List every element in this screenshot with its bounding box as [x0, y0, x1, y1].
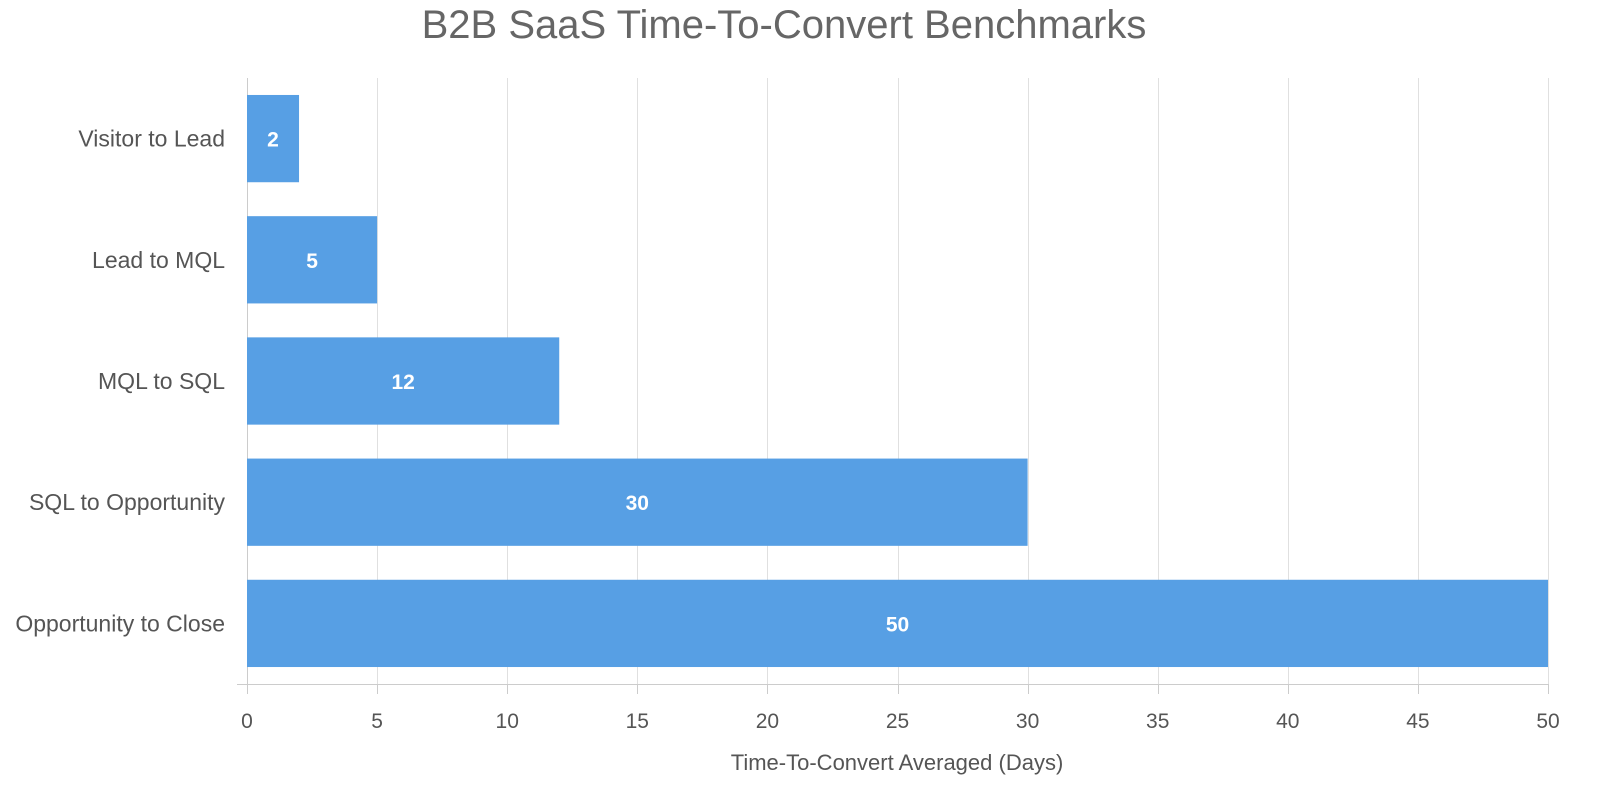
category-label: MQL to SQL: [98, 368, 225, 394]
x-tick-label: 40: [1276, 710, 1299, 733]
bar: [247, 216, 378, 304]
x-tick-label: 35: [1146, 710, 1169, 733]
bar-value-label: 12: [391, 371, 414, 394]
x-tick-label: 30: [1016, 710, 1039, 733]
bar: [247, 337, 560, 425]
x-tick-label: 45: [1406, 710, 1429, 733]
x-tick-label: 15: [626, 710, 649, 733]
category-label: SQL to Opportunity: [29, 489, 226, 515]
bar-value-label: 2: [267, 129, 279, 152]
category-labels: Visitor to Lead Lead to MQL MQL to SQL SQL …: [15, 126, 225, 637]
bar: [247, 579, 1548, 668]
x-tick-label: 50: [1536, 710, 1559, 733]
bar: [247, 458, 1028, 546]
category-label: Opportunity to Close: [15, 610, 225, 636]
x-tick-labels: 0 5 10 15 20 25 30 35 40 45 50: [241, 710, 1560, 733]
x-tick-label: 20: [756, 710, 779, 733]
value-labels: 2 5 12 30 50: [267, 129, 909, 637]
bar-value-label: 5: [306, 250, 318, 273]
x-tick-label: 0: [241, 710, 253, 733]
bar-value-label: 30: [626, 492, 649, 515]
category-label: Visitor to Lead: [78, 126, 225, 152]
bars: [247, 94, 1548, 668]
chart-title: B2B SaaS Time-To-Convert Benchmarks: [422, 3, 1147, 47]
bar-value-label: 50: [886, 613, 909, 636]
bar: [247, 94, 300, 183]
x-tick-label: 10: [496, 710, 519, 733]
x-tick-label: 25: [886, 710, 909, 733]
category-label: Lead to MQL: [92, 247, 225, 273]
x-axis-title: Time-To-Convert Averaged (Days): [731, 750, 1064, 775]
x-tick-label: 5: [371, 710, 383, 733]
